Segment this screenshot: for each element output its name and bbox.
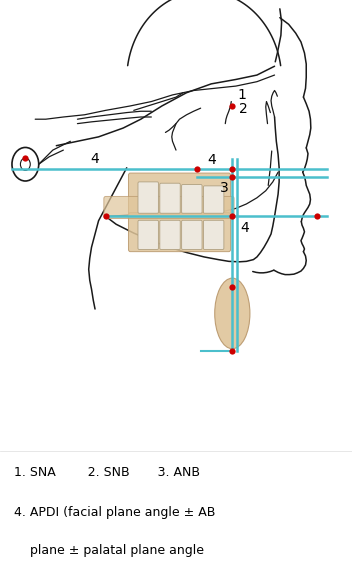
Text: 3: 3	[220, 181, 229, 195]
FancyBboxPatch shape	[128, 213, 231, 252]
FancyBboxPatch shape	[160, 220, 180, 250]
FancyBboxPatch shape	[138, 182, 158, 213]
Text: 2: 2	[239, 102, 247, 115]
Text: 4: 4	[207, 153, 215, 167]
Text: 1: 1	[238, 88, 246, 102]
FancyBboxPatch shape	[203, 220, 224, 250]
Ellipse shape	[215, 278, 250, 349]
FancyBboxPatch shape	[182, 220, 202, 250]
Text: 4: 4	[240, 221, 249, 235]
FancyBboxPatch shape	[104, 196, 234, 218]
Text: 1. SNA        2. SNB       3. ANB: 1. SNA 2. SNB 3. ANB	[14, 466, 200, 479]
FancyBboxPatch shape	[138, 220, 158, 250]
Text: 4. APDI (facial plane angle ± AB: 4. APDI (facial plane angle ± AB	[14, 506, 215, 519]
Text: 4: 4	[91, 152, 99, 165]
FancyBboxPatch shape	[203, 186, 224, 213]
FancyBboxPatch shape	[182, 185, 202, 213]
FancyBboxPatch shape	[160, 183, 180, 213]
FancyBboxPatch shape	[128, 173, 231, 215]
Text: plane ± palatal plane angle: plane ± palatal plane angle	[14, 543, 204, 556]
